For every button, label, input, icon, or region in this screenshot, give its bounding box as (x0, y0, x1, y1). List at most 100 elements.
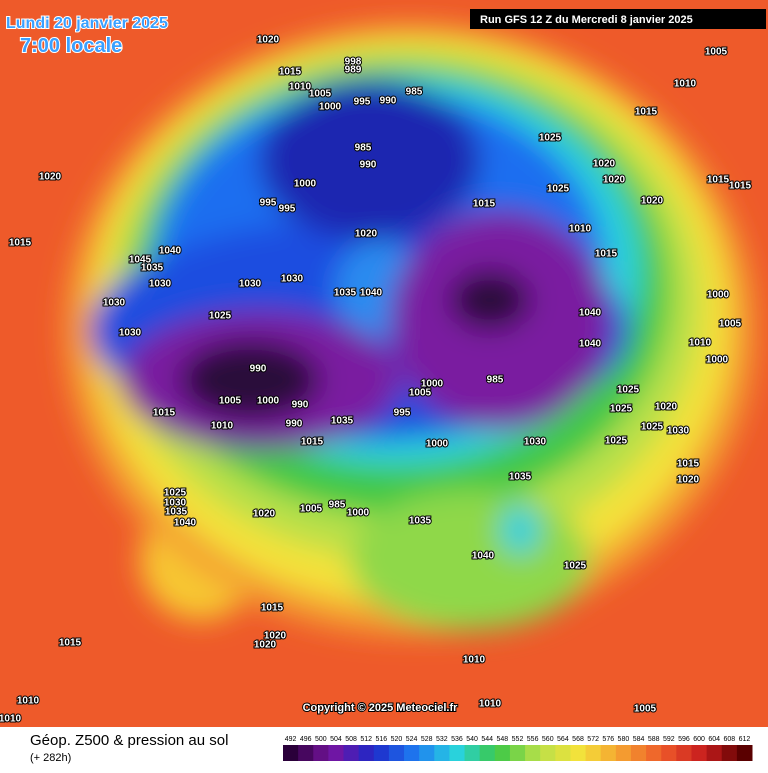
isobar-label: 1015 (635, 107, 658, 118)
colorbar-label: 600 (693, 736, 705, 743)
isobar-label: 1010 (479, 699, 502, 710)
colorbar-swatch (509, 745, 526, 761)
isobar-label: 1025 (617, 385, 640, 396)
isobar-label: 1000 (257, 396, 280, 407)
isobar-label: 1040 (174, 518, 197, 529)
colorbar-label: 508 (345, 736, 357, 743)
isobar-label: 1030 (524, 437, 547, 448)
colorbar-swatch (676, 745, 692, 761)
colorbar-label: 556 (527, 736, 539, 743)
colorbar-swatch (736, 745, 753, 761)
isobar-label: 1045 (129, 255, 152, 266)
isobar-label: 1020 (39, 172, 62, 183)
isobar-label: 1015 (729, 181, 752, 192)
colorbar-label: 612 (739, 736, 751, 743)
isobar-label: 1035 (141, 263, 164, 274)
colorbar-swatch (343, 745, 360, 761)
isobar-label: 1015 (261, 603, 284, 614)
isobar-label: 1015 (279, 67, 302, 78)
isobar-label: 1010 (211, 421, 234, 432)
isobar-label: 1025 (641, 422, 664, 433)
isobar-label: 1035 (334, 288, 357, 299)
colorbar-swatch (328, 745, 345, 761)
colorbar-label: 532 (436, 736, 448, 743)
isobar-label: 1010 (674, 79, 697, 90)
isobar-label: 995 (354, 97, 371, 108)
isobar-label: 1035 (331, 416, 354, 427)
isobar-label: 1020 (655, 402, 678, 413)
isobar-label: 990 (250, 364, 267, 375)
colorbar-swatch (646, 745, 662, 761)
colorbar-label: 576 (602, 736, 614, 743)
isobar-label: 1030 (149, 279, 172, 290)
isobar-label: 1010 (289, 82, 312, 93)
isobar-label: 1005 (634, 704, 657, 715)
colorbar-label: 568 (572, 736, 584, 743)
colorbar-label: 608 (723, 736, 735, 743)
colorbar-swatch (283, 745, 299, 761)
colorbar-swatch (630, 745, 647, 761)
isobar-label: 1015 (677, 459, 700, 470)
isobar-label: 1035 (409, 516, 432, 527)
isobar-label: 995 (260, 198, 277, 209)
colorbar-label: 560 (542, 736, 554, 743)
isobar-label: 1015 (301, 437, 324, 448)
isobar-label: 1005 (409, 388, 432, 399)
colorbar-swatch (540, 745, 556, 761)
colorbar-label: 592 (663, 736, 675, 743)
isobar-label: 1020 (677, 475, 700, 486)
isobar-label: 1040 (472, 551, 495, 562)
isobar-label: 1015 (9, 238, 32, 249)
colorbar-swatch (721, 745, 738, 761)
isobar-label: 1010 (17, 696, 40, 707)
isobar-label: 1030 (281, 274, 304, 285)
isobar-label: 1020 (254, 640, 277, 651)
colorbar-swatch (419, 745, 435, 761)
isobar-label: 985 (329, 500, 346, 511)
isobar-label: 1020 (603, 175, 626, 186)
isobar-label: 1030 (164, 498, 187, 509)
isobar-label: 985 (355, 143, 372, 154)
colorbar-swatch (600, 745, 617, 761)
isobar-label: 1030 (667, 426, 690, 437)
isobar-label: 1000 (421, 379, 444, 390)
isobar-label: 1020 (641, 196, 664, 207)
isobar-label: 1015 (595, 249, 618, 260)
isobar-label: 1005 (219, 396, 242, 407)
isobar-label: 1015 (153, 408, 176, 419)
colorbar-label: 544 (481, 736, 493, 743)
colorbar-swatch (570, 745, 587, 761)
isobar-label: 1010 (689, 338, 712, 349)
isobar-label: 1035 (509, 472, 532, 483)
isobar-label: 1035 (165, 507, 188, 518)
isobar-label: 1025 (164, 488, 187, 499)
isobar-label: 985 (487, 375, 504, 386)
colorbar-swatch (464, 745, 481, 761)
isobar-label: 989 (345, 65, 362, 76)
isobar-label: 990 (286, 419, 303, 430)
geopotential-field (65, 25, 755, 635)
isobar-label: 1040 (579, 308, 602, 319)
isobar-label: 1000 (426, 439, 449, 450)
colorbar-swatch (585, 745, 602, 761)
colorbar-swatch (706, 745, 723, 761)
footer-lead: (+ 282h) (30, 752, 71, 764)
colorbar-label: 524 (406, 736, 418, 743)
colorbar-label: 540 (466, 736, 478, 743)
isobar-label: 1040 (360, 288, 383, 299)
isobar-label: 1030 (103, 298, 126, 309)
colorbar-swatch (615, 745, 632, 761)
isobar-label: 1005 (719, 319, 742, 330)
isobar-label: 1030 (239, 279, 262, 290)
isobar-label: 1005 (309, 89, 332, 100)
isobar-label: 990 (360, 160, 377, 171)
colorbar-label: 564 (557, 736, 569, 743)
isobar-label: 1000 (319, 102, 342, 113)
isobar-label: 990 (380, 96, 397, 107)
forecast-date: Lundi 20 janvier 2025 (6, 15, 168, 32)
colorbar-swatch (449, 745, 466, 761)
isobar-label: 1015 (59, 638, 82, 649)
isobar-label: 1025 (610, 404, 633, 415)
